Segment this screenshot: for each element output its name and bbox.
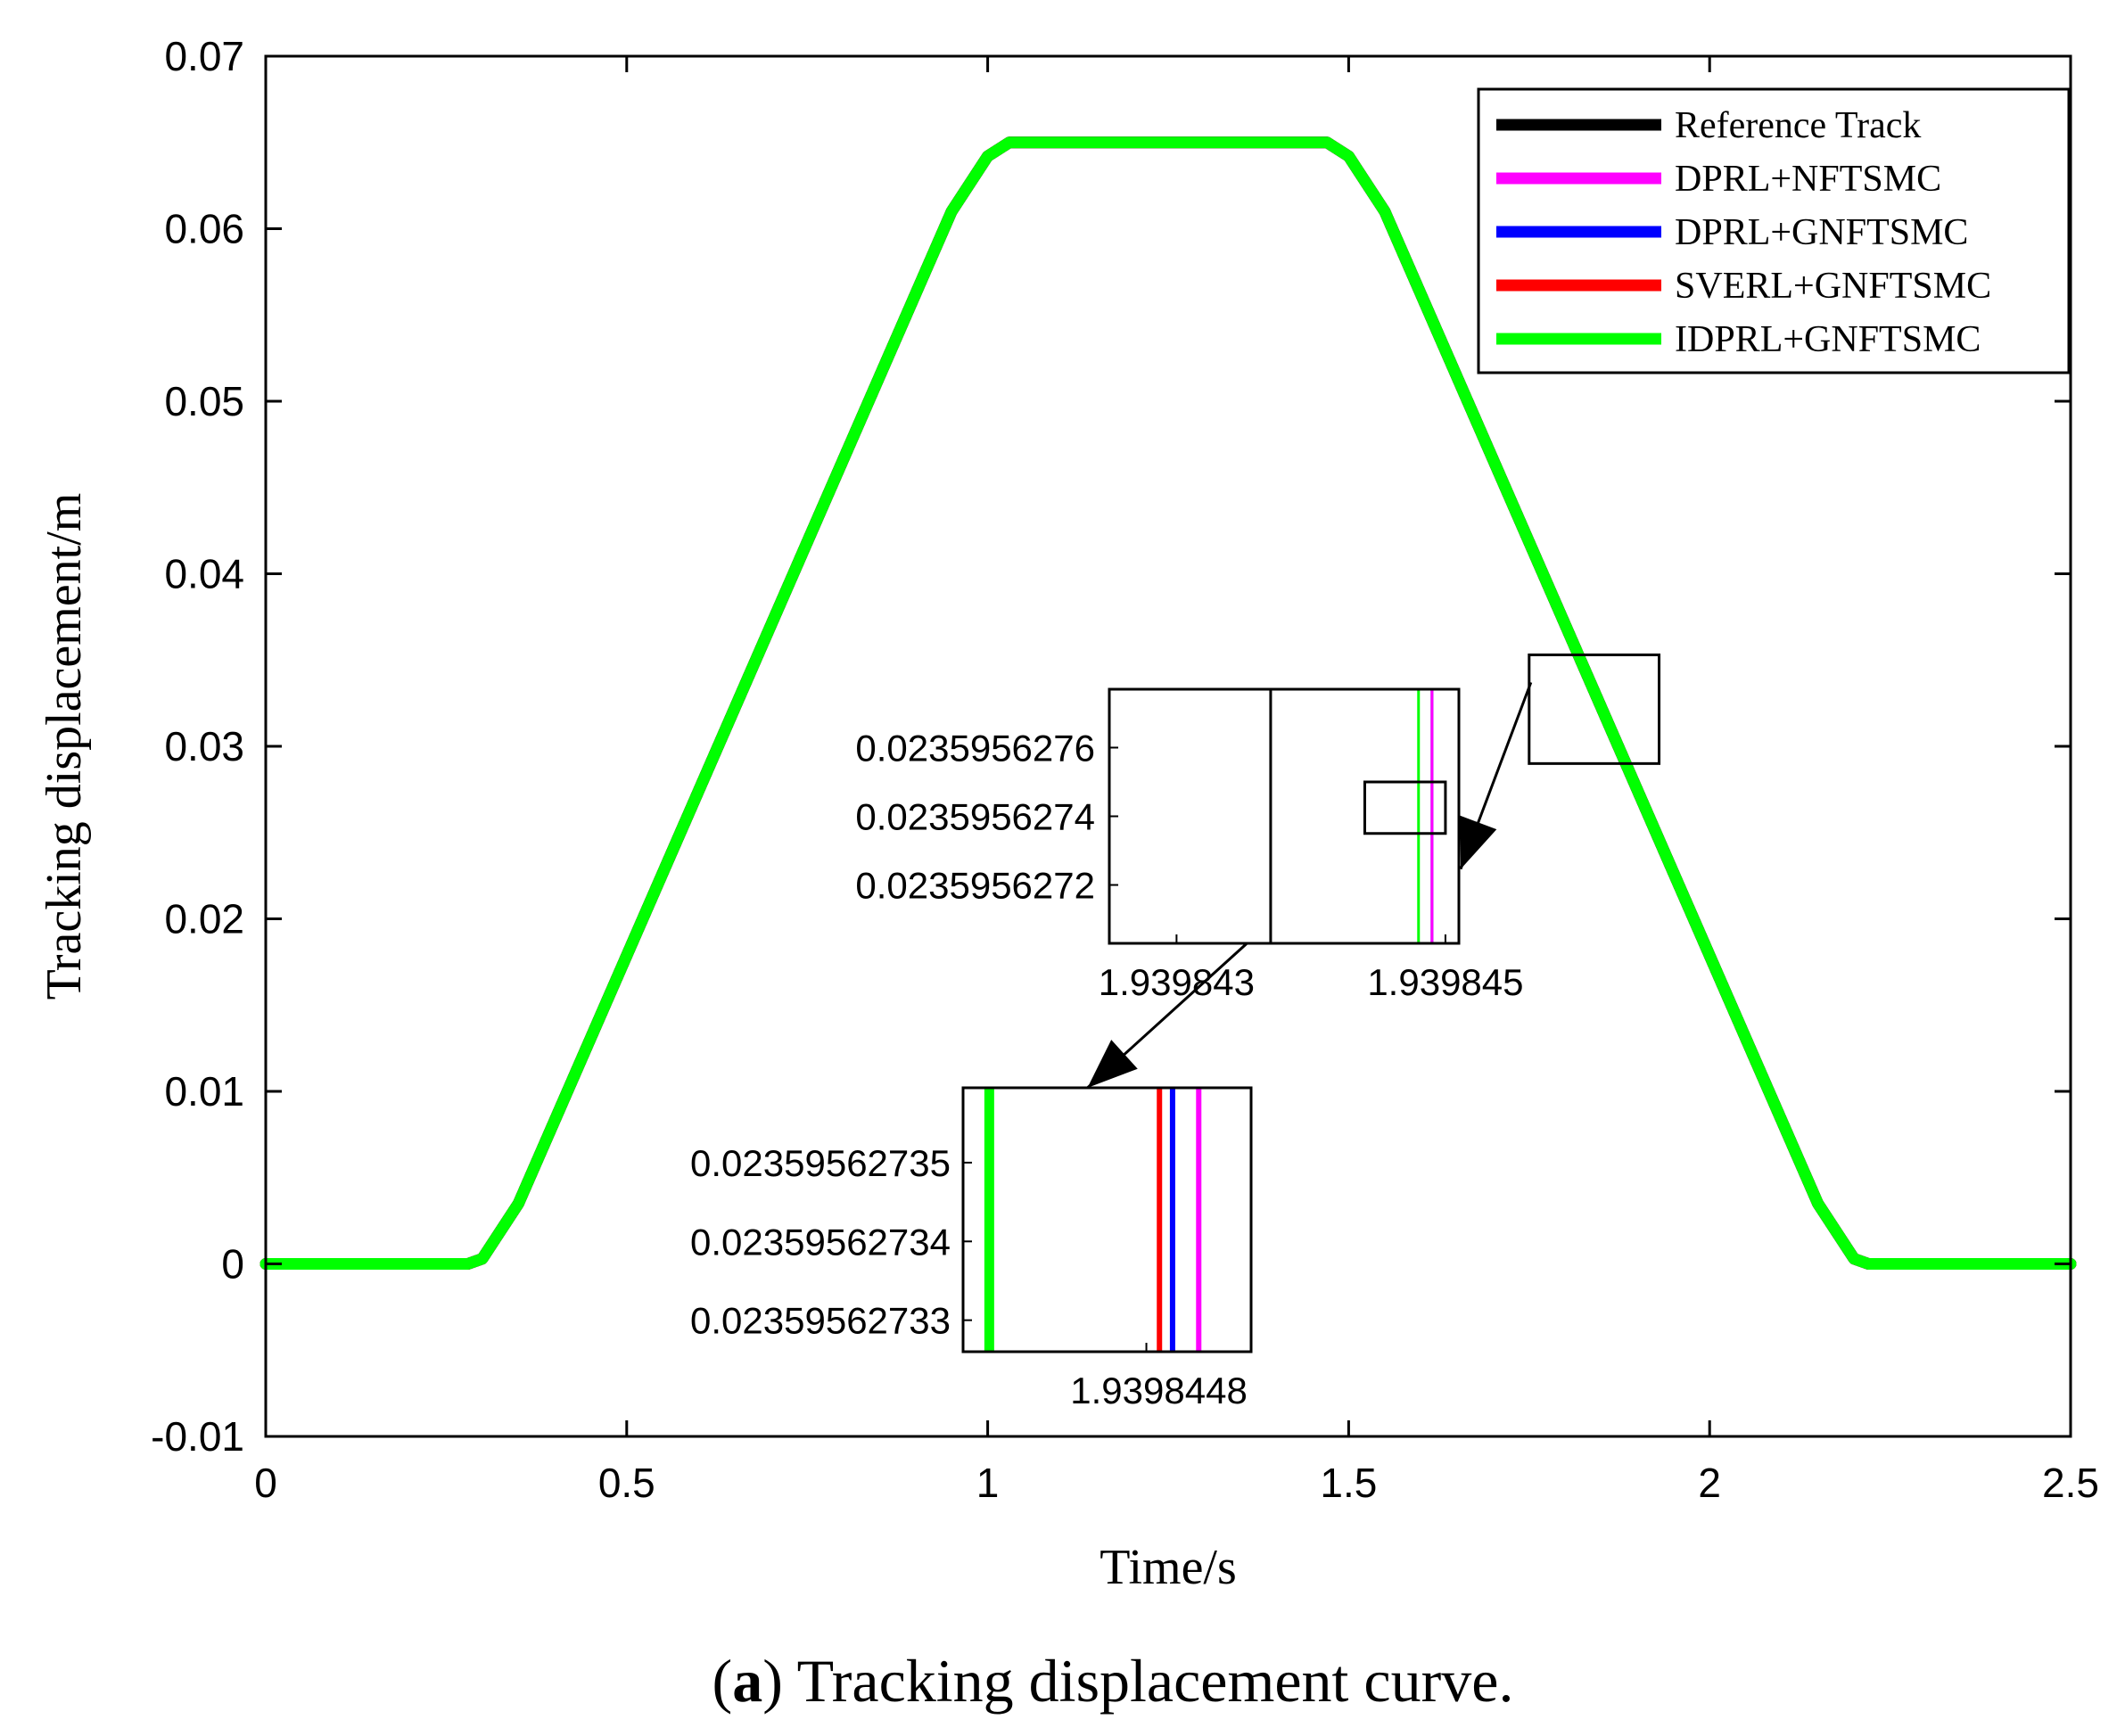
zoom-arrow-to-inset1 <box>1459 681 1533 870</box>
x-tick-label: 2 <box>1698 1460 1721 1506</box>
x-tick-label: 2.5 <box>2042 1460 2099 1506</box>
x-axis-label: Time/s <box>1100 1540 1237 1595</box>
y-tick-label: 0.02 <box>164 896 244 942</box>
y-tick-label: 0.07 <box>164 33 244 79</box>
series-line-idprl-gnftsmc <box>259 136 2077 1270</box>
inset1-x-tick-label: 1.939845 <box>1367 961 1523 1003</box>
x-tick-label: 1 <box>976 1460 1000 1506</box>
inset2-frame <box>961 1086 1253 1353</box>
legend-label-dprl-gnftsmc: DPRL+GNFTSMC <box>1675 212 1968 253</box>
inset2-x-tick-label: 1.9398448 <box>1070 1370 1248 1411</box>
y-tick-label: -0.01 <box>151 1413 244 1460</box>
x-tick-label: 1.5 <box>1320 1460 1377 1506</box>
inset1-y-tick-label: 0.0235956276 <box>855 727 1095 769</box>
figure-caption: (a) Tracking displacement curve. <box>712 1647 1514 1715</box>
inset2-y-tick-label: 0.02359562733 <box>690 1300 951 1342</box>
inset1-y-tick-label: 0.0235956272 <box>855 865 1095 907</box>
legend-label-dprl-nftsmc: DPRL+NFTSMC <box>1675 159 1941 200</box>
y-axis-label: Tracking displacement/m <box>37 493 92 1000</box>
y-tick-label: 0 <box>221 1241 244 1288</box>
caption-text: Tracking displacement curve. <box>797 1647 1514 1715</box>
x-tick-label: 0.5 <box>598 1460 655 1506</box>
inset2-y-tick-label: 0.02359562735 <box>690 1142 951 1184</box>
inset2-y-tick-label: 0.02359562734 <box>690 1221 951 1263</box>
inset1-y-tick-label: 0.0235956274 <box>855 796 1095 838</box>
inset1-background <box>1109 689 1459 943</box>
caption-letter: a <box>732 1647 762 1715</box>
inset1-x-tick-label: 1.939843 <box>1099 961 1255 1003</box>
inset2-background <box>963 1088 1251 1352</box>
y-tick-label: 0.06 <box>164 206 244 252</box>
main-series-layer <box>259 136 2077 1270</box>
legend-label-idprl-gnftsmc: IDPRL+GNFTSMC <box>1675 319 1981 360</box>
y-tick-label: 0.05 <box>164 378 244 424</box>
legend-label-reference-track: Reference Track <box>1675 105 1921 146</box>
main-zoom-box <box>1528 653 1661 765</box>
x-tick-label: 0 <box>254 1460 277 1506</box>
y-tick-label: 0.03 <box>164 723 244 769</box>
inset1-zoom-box <box>1363 780 1447 835</box>
y-tick-label: 0.01 <box>164 1068 244 1115</box>
legend-label-sverl-gnftsmc: SVERL+GNFTSMC <box>1675 266 1991 307</box>
y-tick-label: 0.04 <box>164 551 244 597</box>
